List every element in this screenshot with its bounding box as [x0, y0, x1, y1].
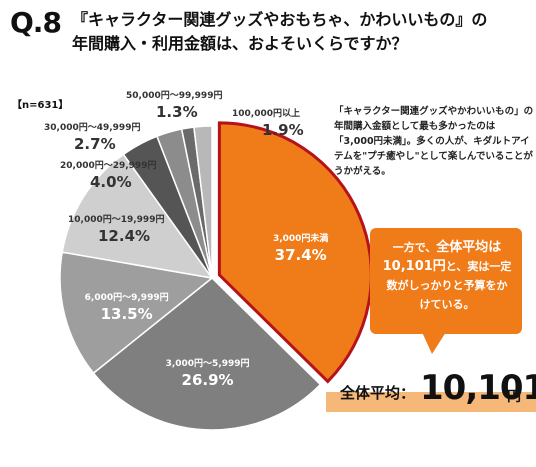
callout-text: 一方で、全体平均は 10,101円と、実は一定数がしっかりと予算をかけている。: [382, 238, 512, 314]
slice-label-lt3000: 3,000円未満: [273, 232, 328, 244]
pie-slice-10000-19999: [61, 153, 214, 280]
slice-label-20000-29999: 20,000円〜29,999円: [60, 160, 156, 171]
slice-label-30000-49999: 30,000円〜49,999円: [44, 122, 140, 133]
callout-bold1: 全体平均は: [436, 240, 502, 255]
slice-value-3000-5999: 26.9%: [182, 371, 234, 389]
question-number: Q.8: [10, 6, 62, 39]
average-unit: 円: [507, 389, 521, 405]
callout-post: と、実は一定数がしっかりと予算をかけている。: [386, 260, 512, 311]
slice-label-3000-5999: 3,000円〜5,999円: [166, 358, 250, 369]
callout-pre: 一方で、: [392, 241, 437, 254]
slice-value-10000-19999: 12.4%: [98, 227, 150, 245]
question-title: 『キャラクター関連グッズやおもちゃ、かわいいもの』の 年間購入・利用金額は、およ…: [72, 8, 512, 56]
average-highlight-band: [326, 392, 536, 412]
pie-slice-lt3000: [217, 121, 373, 384]
slice-value-20000-29999: 4.0%: [90, 173, 132, 191]
pie-slice-6000-9999: [59, 251, 214, 375]
slice-value-lt3000: 37.4%: [275, 246, 327, 264]
slice-value-6000-9999: 13.5%: [101, 305, 153, 323]
slice-value-30000-49999: 2.7%: [74, 135, 116, 153]
sample-size: 【n=631】: [12, 100, 69, 111]
pie-slice-3000-5999: [92, 276, 322, 431]
slice-value-100000plus: 1.9%: [262, 121, 304, 139]
slice-label-10000-19999: 10,000円〜19,999円: [68, 214, 164, 225]
average-label: 全体平均：: [340, 384, 416, 402]
question-title-line1: 『キャラクター関連グッズやおもちゃ、かわいいもの』の: [72, 10, 488, 29]
slice-label-100000plus: 100,000円以上: [232, 107, 300, 119]
callout-bold2: 10,101円: [382, 259, 446, 274]
average-value: 10,101: [420, 368, 536, 408]
slice-value-50000-99999: 1.3%: [156, 103, 198, 121]
slice-label-50000-99999: 50,000円〜99,999円: [126, 90, 222, 101]
slice-label-6000-9999: 6,000円〜9,999円: [85, 292, 169, 303]
callout-tail: [422, 332, 446, 354]
pie-slice-100000plus: [193, 125, 213, 279]
callout-box: [370, 228, 522, 334]
description-text: 「キャラクター関連グッズやかわいいもの」の年間購入金額として最も多かったのは「3…: [334, 106, 534, 177]
question-title-line2: 年間購入・利用金額は、およそいくらですか？: [72, 34, 408, 53]
